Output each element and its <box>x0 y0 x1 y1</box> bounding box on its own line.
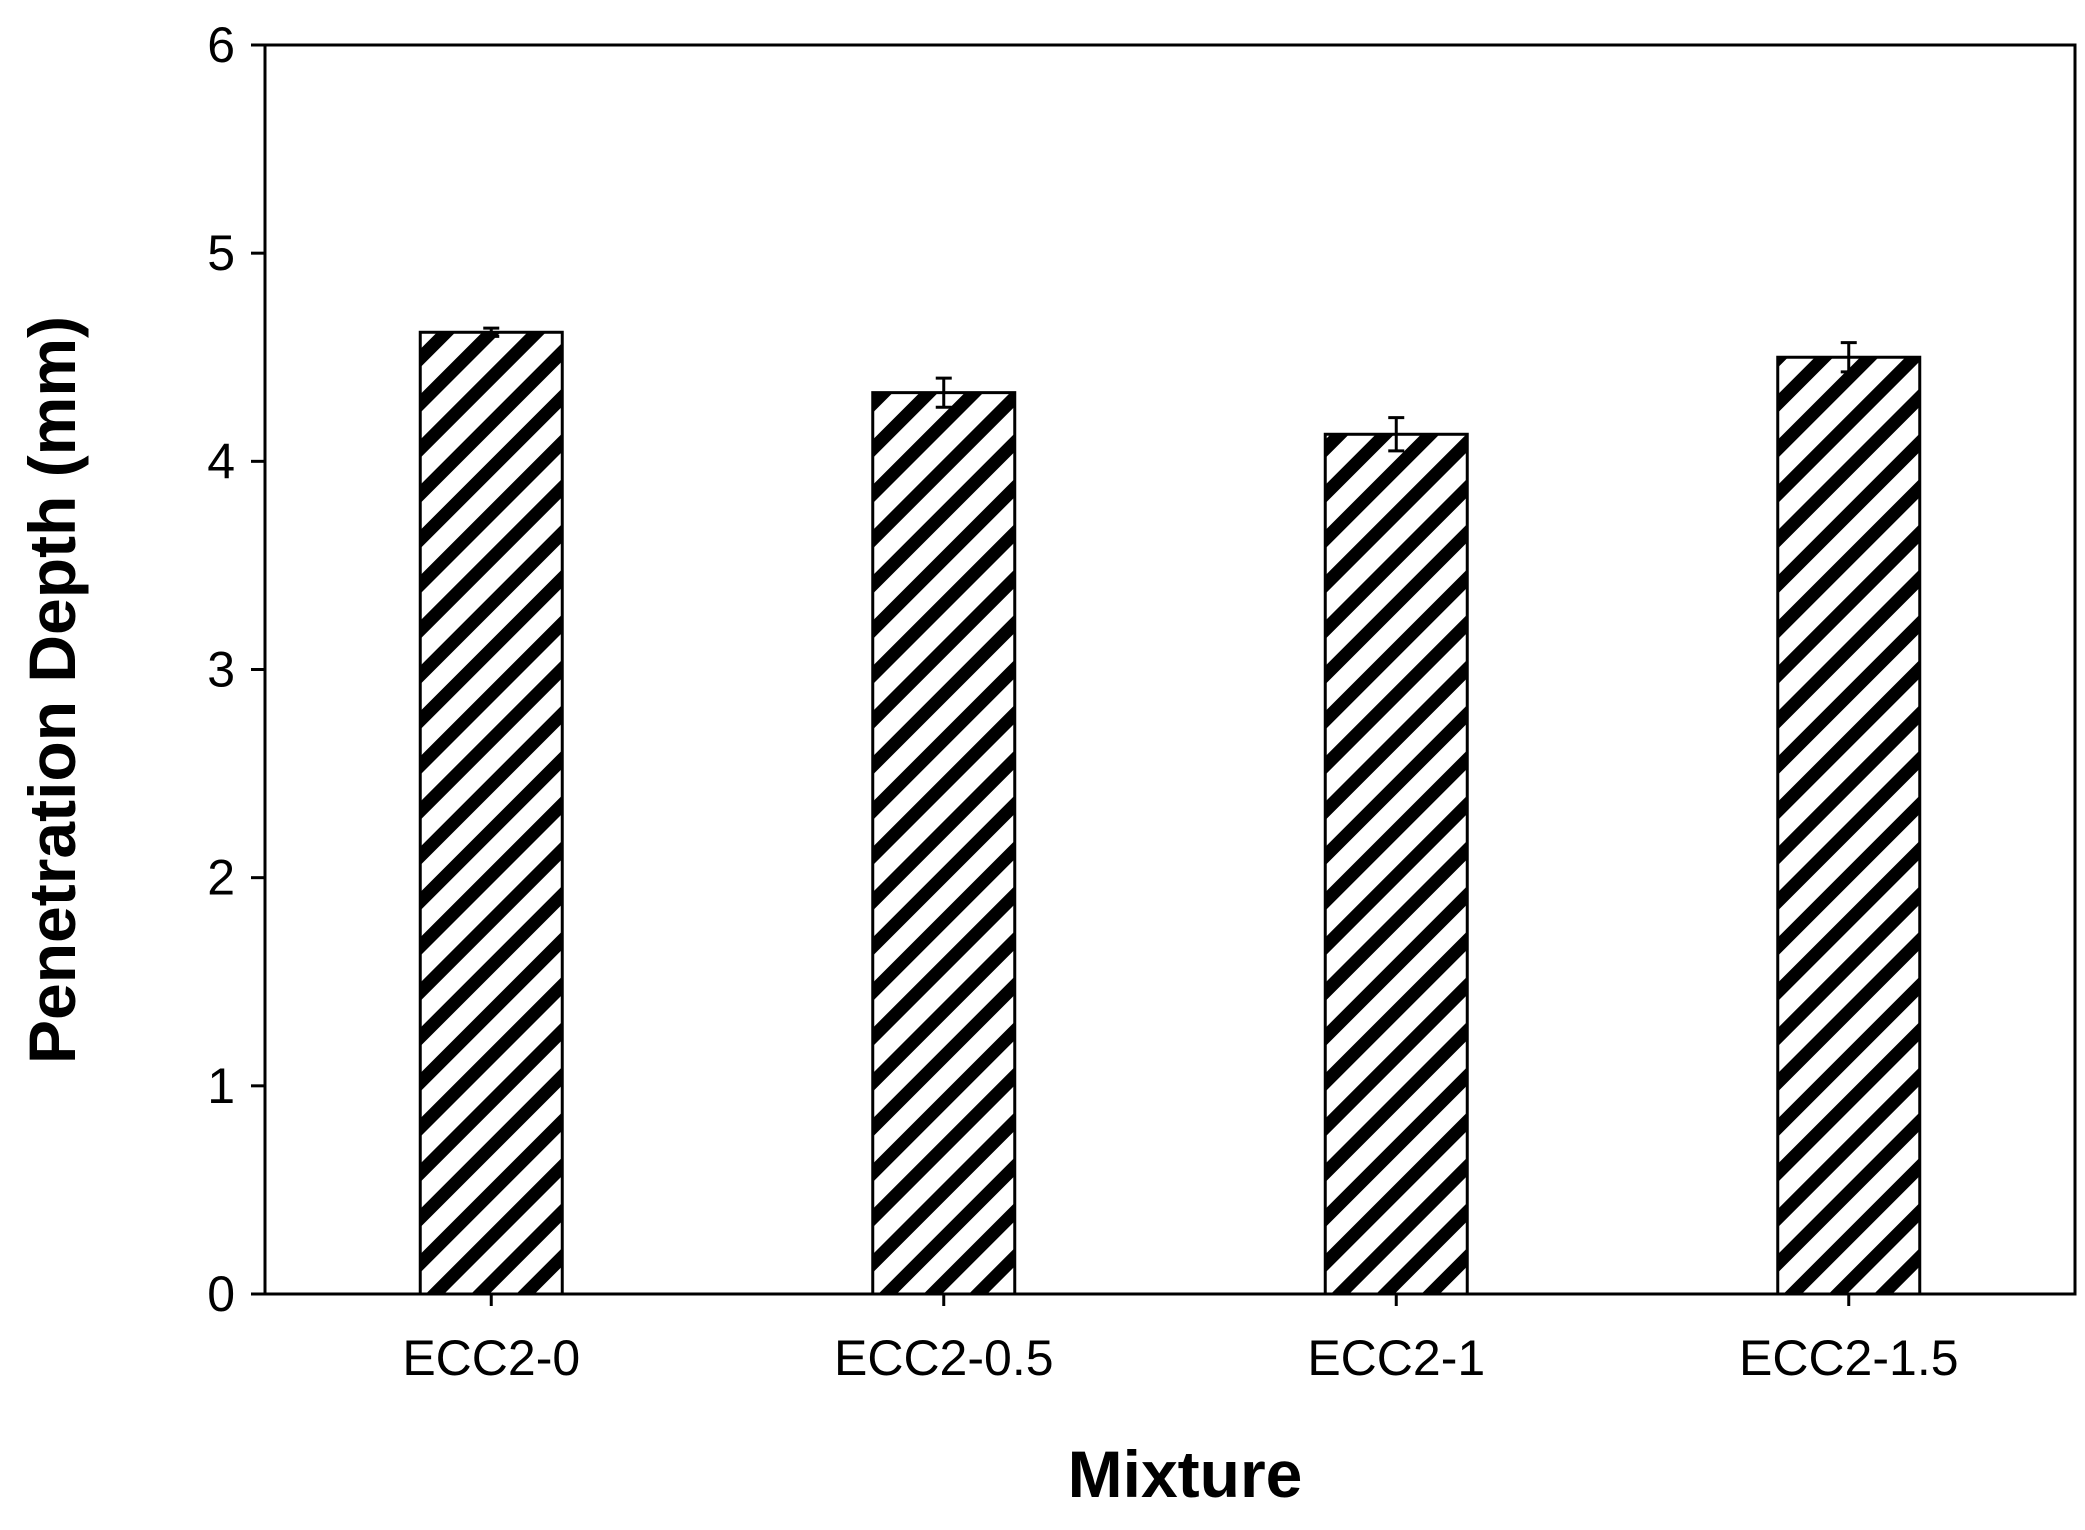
bar <box>871 391 1017 1296</box>
y-tick-label: 5 <box>207 225 235 281</box>
y-tick-label: 3 <box>207 642 235 698</box>
x-tick-label: ECC2-0 <box>402 1330 580 1386</box>
y-axis-title: Penetration Depth (mm) <box>15 316 89 1064</box>
bar <box>1323 432 1469 1296</box>
x-tick-label: ECC2-1 <box>1307 1330 1485 1386</box>
x-axis-title: Mixture <box>1068 1437 1303 1511</box>
y-tick-label: 1 <box>207 1058 235 1114</box>
x-tick-label: ECC2-0.5 <box>834 1330 1054 1386</box>
x-tick-label: ECC2-1.5 <box>1739 1330 1959 1386</box>
bar <box>418 330 564 1296</box>
plot-area: 0 1 2 3 4 5 6 ECC2-0 ECC2-0.5 ECC2-1 ECC2-1.5 <box>207 17 2077 1386</box>
bar <box>1776 355 1922 1296</box>
y-tick-label: 4 <box>207 433 235 489</box>
y-tick-label: 6 <box>207 17 235 73</box>
y-tick-label: 0 <box>207 1266 235 1322</box>
y-tick-label: 2 <box>207 850 235 906</box>
